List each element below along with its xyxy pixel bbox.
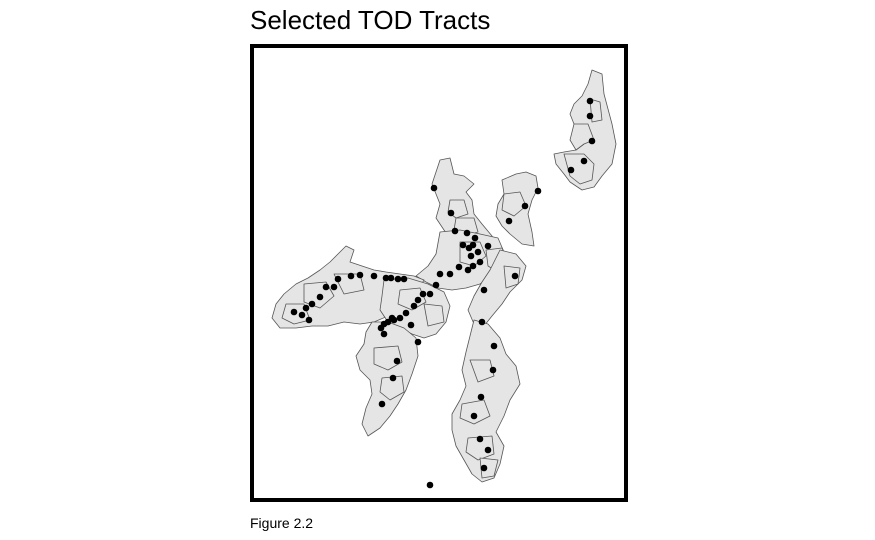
station-point [432, 281, 440, 289]
tract-regions [271, 69, 617, 483]
station-point [414, 338, 422, 346]
station-point [464, 266, 472, 274]
tract-region [501, 191, 527, 217]
station-point [484, 242, 492, 250]
station-point [511, 272, 519, 280]
station-point [394, 275, 402, 283]
tract-region [479, 457, 499, 479]
station-point [580, 157, 588, 165]
tract-region [423, 303, 445, 327]
station-point [586, 112, 594, 120]
map-panel [250, 44, 628, 502]
station-point [521, 202, 529, 210]
station-points [290, 97, 596, 489]
station-point [446, 270, 454, 278]
tract-region [459, 399, 491, 425]
station-point [484, 446, 492, 454]
station-point [436, 270, 444, 278]
station-point [389, 374, 397, 382]
station-point [316, 293, 324, 301]
station-point [400, 275, 408, 283]
tract-region [379, 375, 405, 401]
station-point [463, 229, 471, 237]
station-point [378, 400, 386, 408]
station-point [387, 274, 395, 282]
station-point [467, 252, 475, 260]
station-point [410, 302, 418, 310]
station-point [471, 234, 479, 242]
station-point [298, 311, 306, 319]
station-point [356, 271, 364, 279]
station-point [426, 290, 434, 298]
station-point [480, 464, 488, 472]
station-point [490, 342, 498, 350]
station-point [477, 393, 485, 401]
station-point [476, 258, 484, 266]
tod-tract-map [271, 69, 617, 489]
station-point [347, 272, 355, 280]
figure-caption: Figure 2.2 [250, 515, 314, 531]
station-point [419, 290, 427, 298]
tract-region [569, 123, 595, 151]
page-title: Selected TOD Tracts [250, 5, 491, 35]
station-point [370, 272, 378, 280]
station-point [505, 217, 513, 225]
station-point [476, 435, 484, 443]
station-point [305, 316, 313, 324]
station-point [396, 314, 404, 322]
station-point [302, 304, 310, 312]
station-point [474, 248, 482, 256]
station-point [380, 330, 388, 338]
station-point [330, 283, 338, 291]
station-point [388, 314, 396, 322]
tract-region [465, 435, 495, 461]
station-point [414, 296, 422, 304]
station-point [469, 262, 477, 270]
station-point [402, 309, 410, 317]
tract-region [373, 345, 403, 371]
station-point [451, 227, 459, 235]
station-point [567, 166, 575, 174]
station-point [534, 187, 542, 195]
station-point [334, 275, 342, 283]
station-point [407, 321, 415, 329]
station-point [480, 286, 488, 294]
station-point [393, 357, 401, 365]
station-point [455, 263, 463, 271]
station-point [447, 209, 455, 217]
station-point [465, 244, 473, 252]
station-point [588, 137, 596, 145]
station-point [478, 318, 486, 326]
tract-region [451, 319, 521, 483]
station-point [470, 412, 478, 420]
tract-region [397, 287, 427, 311]
tract-region [469, 359, 495, 383]
station-point [459, 241, 467, 249]
station-point [377, 324, 385, 332]
station-point [426, 481, 434, 489]
station-point [430, 184, 438, 192]
station-point [586, 97, 594, 105]
station-point [290, 308, 298, 316]
station-point [322, 283, 330, 291]
station-point [308, 300, 316, 308]
station-point [489, 366, 497, 374]
station-point [382, 274, 390, 282]
